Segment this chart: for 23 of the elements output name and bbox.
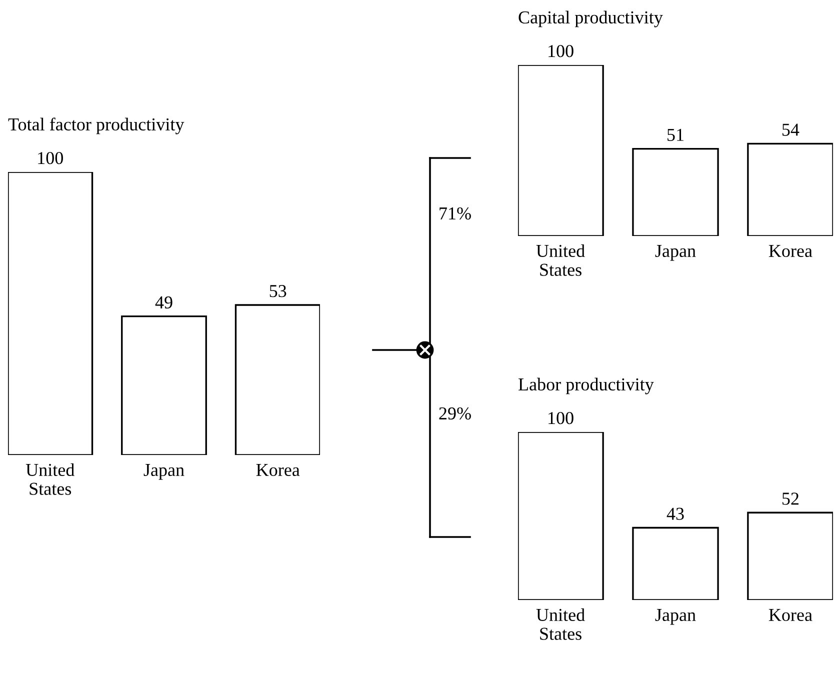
x-tick-label: Japan <box>655 245 696 261</box>
text: 71% <box>440 207 471 220</box>
chart-title: Total factor productivity <box>8 118 184 134</box>
data-label: 100 <box>38 152 63 164</box>
x-tick-label: Korea <box>256 464 300 476</box>
data-label: 54 <box>782 124 800 136</box>
chart-title: Capital productivity <box>518 10 663 28</box>
x-tick-label: United States <box>536 244 585 276</box>
x-tick-label: Japan <box>144 464 184 480</box>
x-tick-label: United States <box>26 463 74 495</box>
data-label: 43 <box>666 508 684 520</box>
data-label: 49 <box>155 296 172 308</box>
data-label: 100 <box>548 412 574 424</box>
x-tick-label: Korea <box>768 245 812 258</box>
data-label: 53 <box>270 285 286 298</box>
data-label: 100 <box>548 44 574 58</box>
x-tick-label: United States <box>536 608 585 640</box>
x-tick-label: Japan <box>655 609 696 625</box>
data-label: 51 <box>668 128 684 141</box>
chart-title: Labor productivity <box>518 378 654 394</box>
data-label: 52 <box>782 492 798 505</box>
x-tick-label: Korea <box>768 609 812 622</box>
text: 29% <box>439 407 471 420</box>
